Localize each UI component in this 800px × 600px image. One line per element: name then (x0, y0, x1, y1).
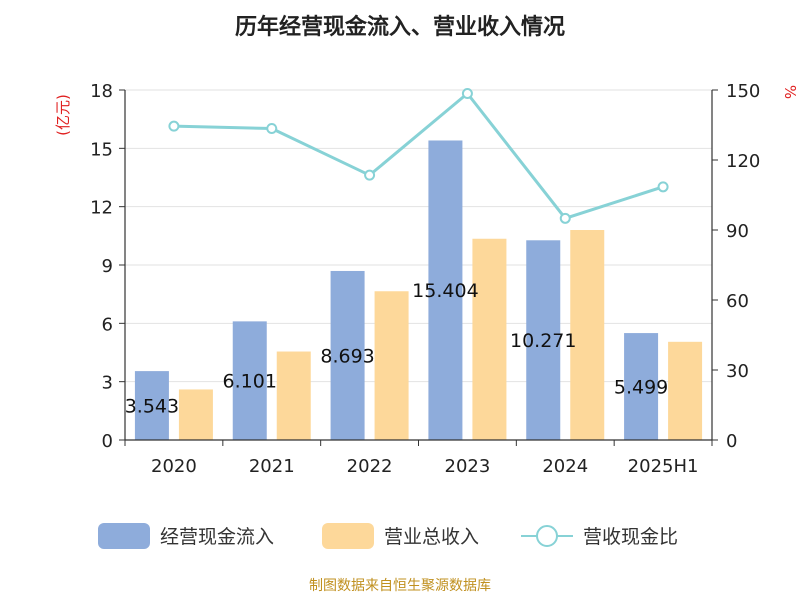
ratio-point (364, 169, 376, 181)
bar-value-label: 6.101 (223, 371, 277, 393)
left-tick-label: 6 (102, 314, 113, 335)
right-tick-label: 30 (726, 361, 749, 382)
bar-value-label: 3.543 (125, 396, 179, 418)
bar-cash-inflow (330, 270, 365, 440)
gridlines (125, 89, 712, 383)
bar-value-label: 8.693 (320, 345, 374, 367)
right-axis-unit: % (781, 85, 799, 99)
x-tick-label: 2024 (542, 456, 588, 477)
bar-value-label: 15.404 (412, 280, 478, 302)
ratio-line-path (173, 91, 664, 221)
bar-revenue (668, 341, 703, 440)
right-tick-label: 150 (726, 81, 760, 102)
bars (134, 140, 703, 440)
ratio-point (461, 88, 473, 99)
legend: 经营现金流入 营业总收入 营收现金比 (98, 523, 678, 549)
right-tick-label: 0 (726, 431, 737, 452)
bar-value-label: 10.271 (510, 330, 576, 352)
ratio-point (168, 120, 180, 132)
x-tick-label: 2020 (151, 456, 197, 477)
ratio-point (657, 181, 669, 193)
bar-revenue (276, 351, 311, 440)
left-tick-label: 15 (90, 139, 113, 160)
bar-cash-inflow (624, 333, 659, 440)
left-axis-unit: (亿元) (54, 94, 72, 136)
bar-cash-inflow (526, 240, 561, 440)
legend-label: 经营现金流入 (160, 526, 274, 548)
right-tick-label: 120 (726, 151, 760, 172)
bar-cash-inflow (134, 371, 169, 440)
source-note: 制图数据来自恒生聚源数据库 (309, 578, 491, 594)
x-tick-label: 2022 (347, 456, 393, 477)
x-tick-label: 2025H1 (628, 456, 699, 477)
bar-labels: 3.543 6.101 8.693 15.404 10.271 5.499 (125, 280, 669, 417)
x-tick-label: 2023 (445, 456, 491, 477)
right-tick-label: 90 (726, 221, 749, 242)
bar-revenue (374, 291, 409, 440)
ratio-line (168, 88, 669, 224)
left-tick-label: 18 (90, 81, 113, 102)
left-tick-label: 3 (102, 373, 113, 394)
bar-revenue (472, 238, 507, 440)
left-tick-label: 9 (102, 256, 113, 277)
legend-label: 营收现金比 (583, 526, 678, 548)
ratio-point (559, 212, 571, 224)
chart-title: 历年经营现金流入、营业收入情况 (235, 14, 565, 40)
bar-revenue (570, 230, 605, 440)
ratio-point (266, 123, 278, 134)
bar-value-label: 5.499 (614, 377, 668, 399)
bar-cash-inflow (232, 321, 267, 440)
left-tick-label: 0 (102, 431, 113, 452)
axes: 0 3 6 9 12 15 18 0 30 60 90 120 150 2020 2021 2022 2023 2… (90, 81, 760, 477)
legend-swatch (98, 523, 150, 549)
legend-label: 营业总收入 (384, 526, 479, 548)
left-tick-label: 12 (90, 198, 113, 219)
legend-swatch (322, 523, 374, 549)
right-tick-label: 60 (726, 291, 749, 312)
bar-cash-inflow (428, 140, 463, 440)
legend-marker (536, 525, 558, 547)
bar-revenue (178, 389, 213, 440)
x-tick-label: 2021 (249, 456, 295, 477)
